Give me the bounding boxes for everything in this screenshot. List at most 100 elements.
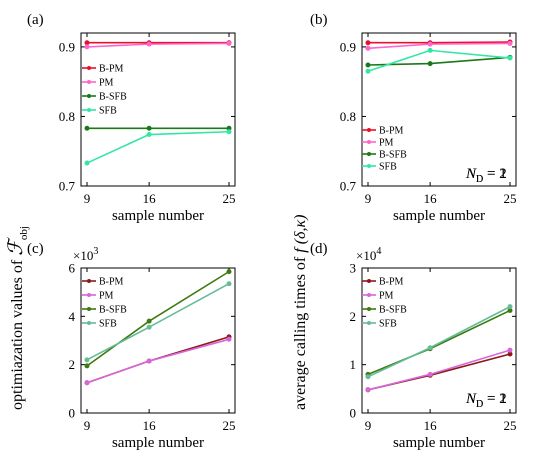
y-axis-label-left-symbol: ℱ [5,237,27,256]
data-point [226,281,232,287]
nd-annotation-sub: D [476,174,483,185]
legend-entry: B-SFB [362,150,407,161]
panel-label: (d) [310,241,328,257]
x-axis-label: sample number [112,435,204,451]
x-tick-label: 9 [365,418,372,433]
data-point [146,358,152,364]
data-point [365,62,371,68]
legend-entry: PM [82,78,114,89]
plot-area-frame [361,267,517,414]
data-point [365,374,371,380]
x-tick-label: 9 [84,191,91,206]
chart-panel-4: (d) 0 1 2 3 9 16 25 sample number ×104 B-PM PM B-SFB… [310,241,517,451]
data-point [84,44,90,50]
legend-label: B-PM [379,126,404,137]
legend-entry: B-SFB [362,305,407,316]
y-axis-label-right-text: average calling times of [292,256,309,410]
x-tick-label: 16 [424,418,438,433]
x-tick-label: 25 [504,191,517,206]
nd-annotation-sub: D [476,174,483,185]
legend-label: PM [99,291,114,302]
legend-entry: SFB [362,162,397,173]
legend-label: B-PM [379,277,404,288]
legend-label: SFB [379,319,397,330]
nd-annotation: ND = 1 [465,391,507,410]
legend-label: SFB [99,319,117,330]
series-b-pm [84,334,232,386]
data-point [365,68,371,74]
legend-entry: PM [362,291,394,302]
legend-label: SFB [99,106,117,117]
y-axis-label-left-subscript: obj [18,226,30,240]
series-line [367,49,511,73]
series-line [367,42,511,50]
nd-annotation-sub: D [476,399,483,410]
nd-annotation-value: = 1 [483,391,506,407]
y-tick-label: 0.9 [340,39,356,54]
x-tick-label: 25 [223,418,236,433]
legend-entry: B-PM [82,64,124,75]
nd-annotation-value: = 2 [483,166,506,182]
y-axis-label-left-text: optimiazation values of [9,259,26,410]
x-tick-label: 9 [365,191,372,206]
series-pm [84,336,232,386]
x-tick-label: 16 [143,191,157,206]
data-point [365,45,371,51]
data-point [146,324,152,330]
nd-annotation: ND = 1 [465,166,507,185]
data-point [365,387,371,393]
legend-label: PM [379,291,394,302]
data-point [365,40,371,46]
y-tick-label: 6 [69,261,76,276]
legend-marker [367,164,371,168]
legend-label: B-PM [99,64,124,75]
legend-entry: B-PM [362,126,404,137]
nd-annotation-main: N [465,391,477,407]
series-line [368,41,511,44]
legend-marker [367,140,371,144]
legend-entry: B-SFB [82,92,127,103]
y-axis-label-right-symbol: f (δ,κ) [292,215,309,253]
y-axis-exponent-base: ×10 [73,248,93,263]
legend-marker [87,307,91,311]
x-tick-label: 9 [84,418,91,433]
series-line [367,349,511,391]
legend-label: PM [99,78,114,89]
series-line [367,305,511,378]
series-b-sfb [84,125,232,131]
data-point [427,371,433,377]
legend-marker [367,279,371,283]
data-point [84,40,90,46]
legend-marker [367,152,371,156]
legend-entry: SFB [362,319,397,330]
x-axis-label: sample number [112,208,204,224]
data-point [84,125,90,131]
data-point [146,318,152,324]
data-point [146,41,152,47]
data-point [226,40,232,46]
y-axis-label-left: optimiazation values of ℱobj [5,226,30,410]
legend-label: B-SFB [379,305,407,316]
legend-entry: B-SFB [82,305,127,316]
legend-marker [87,293,91,297]
legend-marker [87,279,91,283]
series-line [86,338,230,384]
legend-marker [87,80,91,84]
y-axis-exponent: ×103 [73,246,98,263]
legend-entry: PM [362,138,394,149]
y-tick-label: 0.7 [59,179,76,194]
series-pm [365,347,513,393]
nd-annotation-main: N [465,391,477,407]
data-point [226,129,232,135]
legend-label: PM [379,138,394,149]
series-pm [84,40,232,50]
nd-annotation-main: N [465,166,477,182]
legend-marker [87,66,91,70]
legend-entry: SFB [82,319,117,330]
legend-label: B-SFB [379,150,407,161]
series-line [86,42,230,48]
chart-panel-2: (b) 0.7 0.8 0.9 9 16 25 sample number B-PMPMB-SF… [310,12,517,224]
